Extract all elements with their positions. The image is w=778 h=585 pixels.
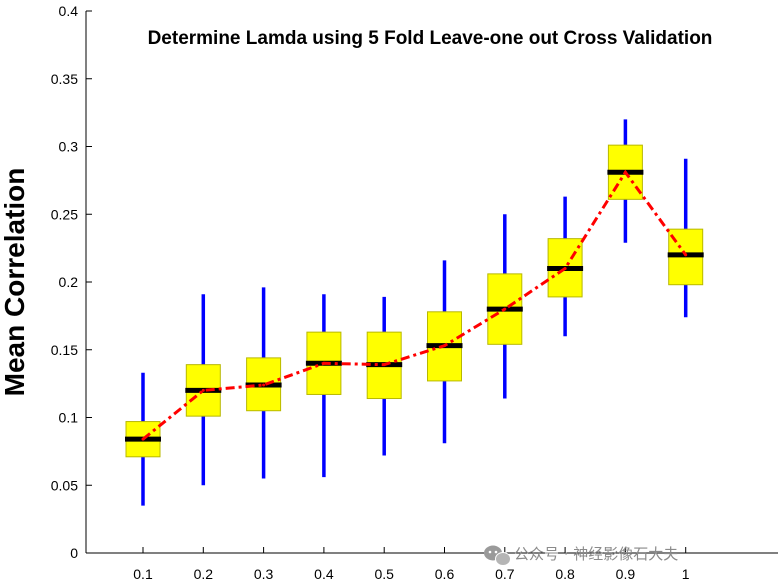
- box-0.8: [547, 196, 584, 337]
- y-tick-label: 0: [70, 545, 78, 561]
- mean-point: [443, 344, 446, 348]
- x-tick-label: 0.6: [435, 566, 455, 582]
- mean-point: [141, 437, 145, 441]
- box-0.7: [486, 214, 523, 399]
- y-tick-label: 0.2: [59, 274, 79, 290]
- y-tick-label: 0.35: [51, 71, 78, 87]
- box-0.4: [305, 294, 342, 478]
- mean-line: [142, 169, 687, 441]
- box-0.5: [366, 296, 403, 456]
- x-tick-label: 0.2: [194, 566, 214, 582]
- mean-point: [684, 253, 688, 257]
- x-tick-label: 1: [682, 566, 690, 582]
- mean-line-group: [141, 169, 688, 441]
- x-tick-label: 0.8: [555, 566, 575, 582]
- mean-point: [201, 388, 205, 392]
- y-tick-label: 0.15: [51, 342, 78, 358]
- watermark: 公众号 · 神经影像石大夫: [484, 545, 678, 566]
- mean-point: [503, 307, 507, 311]
- x-tick-label: 0.1: [133, 566, 153, 582]
- mean-point: [322, 361, 326, 365]
- x-tick-label: 0.3: [254, 566, 274, 582]
- box-0.6: [426, 260, 463, 444]
- chart-title: Determine Lamda using 5 Fold Leave-one o…: [148, 28, 713, 49]
- watermark-text: 公众号 · 神经影像石大夫: [514, 545, 678, 563]
- y-tick-label: 0.25: [51, 206, 78, 222]
- y-tick-label: 0.3: [59, 139, 79, 155]
- mean-point: [262, 383, 266, 387]
- x-tick-label: 0.7: [495, 566, 515, 582]
- boxes: [125, 119, 704, 506]
- y-tick-label: 0.4: [59, 3, 79, 19]
- y-ticks: 0 0.05 0.1 0.15 0.2 0.25 0.3 0.35 0.4: [51, 3, 92, 561]
- x-ticks: 0.1 0.2 0.3 0.4 0.5 0.6 0.7 0.8 0.9 1: [133, 547, 690, 582]
- x-tick-label: 0.4: [314, 566, 334, 582]
- box-0.9: [607, 119, 644, 243]
- mean-point: [563, 266, 567, 270]
- y-tick-label: 0.05: [51, 477, 78, 493]
- y-axis-label: Mean Correlation: [0, 168, 30, 397]
- x-tick-label: 0.9: [616, 566, 636, 582]
- x-tick-label: 0.5: [374, 566, 394, 582]
- mean-point: [623, 170, 627, 174]
- mean-point: [382, 363, 386, 367]
- wechat-icon: [484, 545, 511, 566]
- box-0.3: [245, 287, 282, 479]
- y-tick-label: 0.1: [59, 410, 79, 426]
